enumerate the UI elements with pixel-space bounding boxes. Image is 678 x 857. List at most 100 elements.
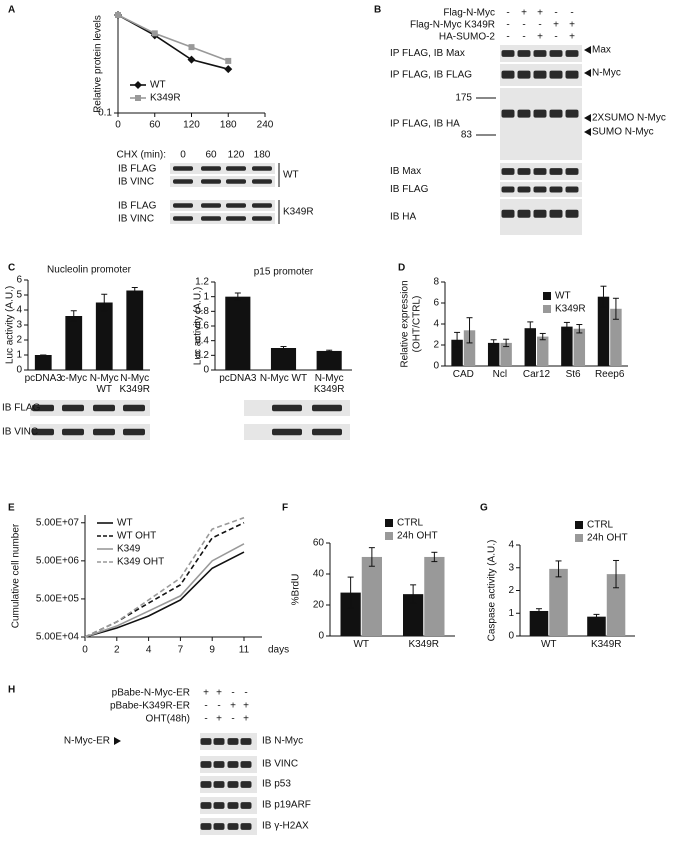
blot-band [533, 168, 547, 175]
blot-band [240, 802, 252, 809]
x-tick-label: CAD [452, 369, 474, 380]
bar [95, 302, 113, 370]
blot-row-label: IB p53 [262, 779, 291, 790]
panel-label: E [8, 503, 15, 514]
series-line [84, 516, 245, 638]
blot-band [517, 209, 531, 218]
condition-label: OHT(48h) [146, 714, 190, 725]
blot-row-label: IB FLAG [2, 403, 41, 414]
y-axis-label: %BrdU [291, 574, 302, 606]
point [224, 65, 233, 74]
lane-label: 120 [228, 150, 245, 161]
bar [487, 342, 500, 366]
blot-band [200, 738, 212, 745]
blot-band [501, 186, 515, 193]
y-tick-label: 1 [16, 350, 22, 361]
blot-band [227, 823, 239, 830]
error-bar [555, 560, 562, 578]
panel-label: C [8, 263, 15, 274]
blot-band [533, 50, 547, 57]
x-tick-label-box: N-Myc WT [90, 373, 119, 395]
error-bar [326, 349, 333, 353]
x-tick-label-box: St6 [565, 369, 581, 380]
series-line [117, 14, 229, 62]
condition-sign: + [569, 32, 575, 43]
condition-label: HA-SUMO-2 [439, 32, 496, 43]
blot-band [173, 179, 193, 184]
x-tick-label: 2 [114, 645, 120, 656]
error-bar [466, 317, 473, 344]
blot-row-label: IB FLAG [118, 164, 157, 175]
arrowhead [584, 69, 591, 77]
error-bar [454, 331, 461, 348]
y-tick-label: 5.00E+05 [36, 594, 80, 605]
blot-group-label: WT [283, 170, 299, 181]
blot-band [501, 209, 515, 218]
condition-sign: + [243, 701, 249, 712]
y-tick-label: 8 [433, 277, 439, 288]
bar [361, 556, 382, 636]
y-tick-label: 5.00E+04 [36, 632, 80, 643]
blot-band [252, 203, 272, 208]
y-tick-label: 2 [16, 335, 22, 346]
blot-band [565, 70, 579, 79]
blot-group-label: K349R [283, 207, 314, 218]
blot-row-label: IB HA [390, 212, 416, 223]
arrowhead [584, 114, 591, 122]
x-tick-label-box: N-Myc K349R [119, 373, 150, 395]
blot-band [517, 50, 531, 57]
point [115, 12, 121, 18]
legend-label: K349 OHT [117, 557, 164, 568]
panel-label: F [282, 503, 288, 514]
blot-row-label: IP FLAG, IB FLAG [390, 70, 472, 81]
blot-band [549, 186, 563, 193]
y-tick-label: 5.00E+06 [36, 555, 80, 566]
blot-band [272, 404, 302, 412]
y-axis-label: Caspase activity (A.U.) [487, 540, 498, 642]
condition-label: Flag-N-Myc [443, 8, 495, 19]
error-bar [613, 559, 620, 589]
error-bar [431, 551, 438, 563]
bar [424, 556, 445, 636]
x-tick-label: 0 [82, 645, 88, 656]
bar [597, 296, 610, 366]
blot-band [533, 109, 547, 118]
x-tick-label: WT [540, 639, 557, 650]
blot-band [549, 50, 563, 57]
y-tick-label: 40 [313, 569, 325, 580]
legend-swatch [575, 534, 583, 542]
condition-sign: + [243, 714, 249, 725]
blot [30, 400, 150, 416]
blot-band [312, 428, 342, 436]
y-axis-label: Relative expression [400, 280, 411, 367]
condition-sign: - [244, 688, 247, 699]
panel-label: D [398, 263, 405, 274]
bar [500, 342, 512, 366]
blot-band [565, 50, 579, 57]
bar [34, 355, 52, 370]
bar [537, 336, 549, 366]
lane-label: 0 [180, 150, 186, 161]
blot-row-label: IP FLAG, IB HA [390, 119, 460, 130]
blot-row-label: IP FLAG, IB Max [390, 48, 465, 59]
bar [549, 568, 568, 636]
x-tick-label: St6 [565, 369, 581, 380]
blot-band [213, 802, 225, 809]
y-tick-label: 2 [433, 340, 439, 351]
legend-swatch [543, 292, 551, 300]
blot-row-label: IB γ-H2AX [262, 821, 309, 832]
blot-band [565, 209, 579, 218]
blot-band [200, 781, 212, 788]
blot-band [62, 428, 84, 436]
bar [587, 616, 606, 636]
blot-band [93, 404, 115, 412]
legend-label: CTRL [587, 520, 614, 531]
blot-row-label: IB N-Myc [262, 736, 303, 747]
blot-band [517, 186, 531, 193]
error-bar [539, 332, 546, 341]
blot-band [201, 166, 221, 171]
x-tick-label: K349R [590, 639, 622, 650]
x-tick-label: N-Myc WT [259, 373, 308, 384]
blot-row-label: IB VINC [262, 759, 298, 770]
